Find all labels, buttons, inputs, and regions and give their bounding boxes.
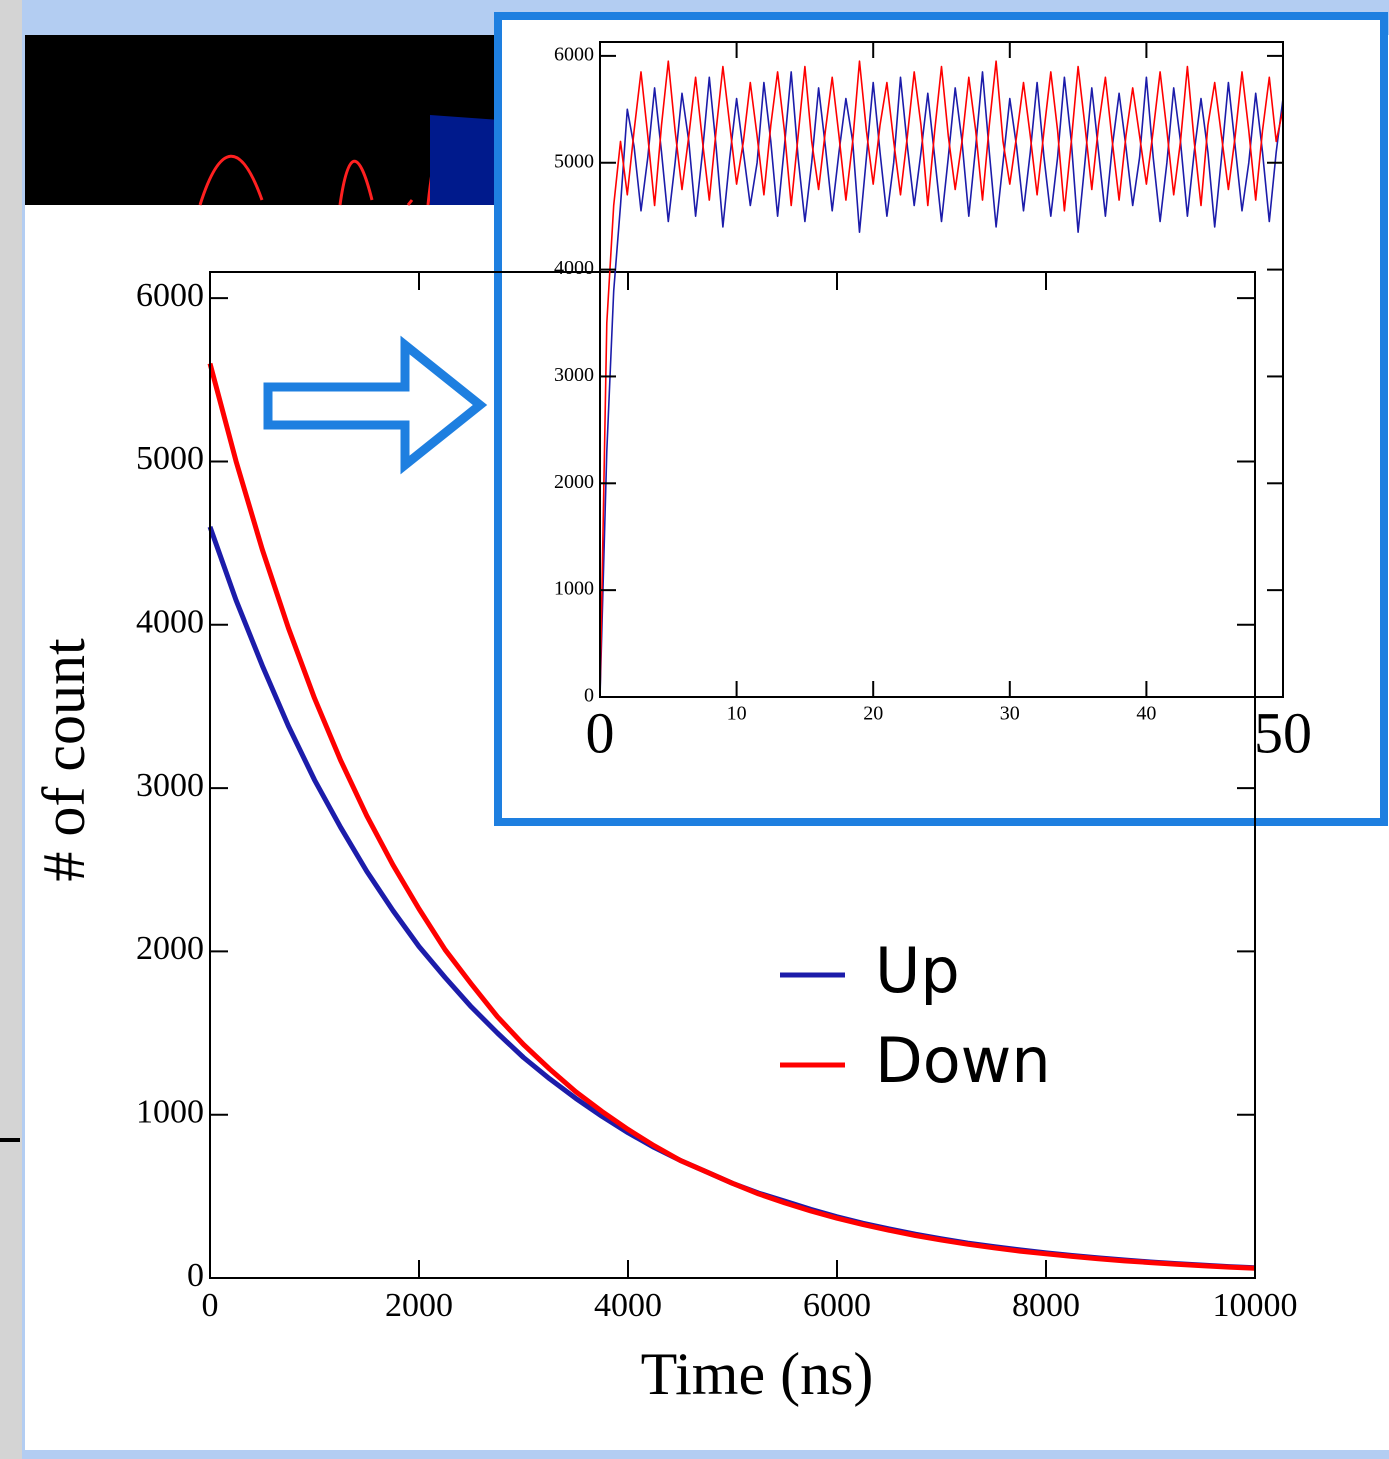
y-tick-label: 2000 (136, 930, 204, 967)
y-tick-label: 6000 (136, 277, 204, 314)
y-tick-label: 1000 (554, 578, 594, 600)
x-tick-label: 4000 (594, 1287, 662, 1324)
y-tick-label: 0 (187, 1257, 204, 1294)
x-tick-label: 50 (1254, 700, 1312, 765)
y-tick-label: 3000 (136, 767, 204, 804)
y-tick-label: 4000 (554, 257, 594, 279)
x-tick-label: 30 (1000, 703, 1020, 725)
y-tick-label: 5000 (554, 150, 594, 172)
plot-frame (209, 271, 1256, 1279)
x-tick-label: 10 (727, 703, 747, 725)
y-axis-title: # of count (31, 638, 97, 882)
y-tick-label: 5000 (136, 440, 204, 477)
y-tick-label: 6000 (554, 43, 594, 65)
x-tick-label: 8000 (1012, 1287, 1080, 1324)
zoom-arrow (263, 335, 488, 475)
y-tick-label: 2000 (554, 471, 594, 493)
legend-label: Down (875, 1024, 1051, 1097)
y-tick-label: 1000 (136, 1093, 204, 1130)
x-tick-label: 2000 (385, 1287, 453, 1324)
side-strip (0, 0, 22, 1459)
x-tick-label: 0 (202, 1287, 219, 1324)
x-tick-label: 10000 (1213, 1287, 1298, 1324)
x-tick-label: 6000 (803, 1287, 871, 1324)
banner (25, 35, 500, 205)
banner-arcs (198, 119, 492, 206)
x-axis-title: Time (ns) (641, 1341, 874, 1407)
plot-frame (599, 41, 1284, 698)
x-tick-label: 40 (1136, 703, 1156, 725)
legend-label: Up (875, 934, 960, 1007)
series-line (599, 71, 1284, 698)
series-line (599, 60, 1284, 698)
series-line (207, 362, 1256, 1271)
x-tick-label: 0 (586, 700, 615, 765)
x-tick-label: 20 (863, 703, 883, 725)
y-tick-label: 0 (584, 685, 594, 707)
y-tick-label: 3000 (554, 364, 594, 386)
y-tick-label: 4000 (136, 604, 204, 641)
banner-shape (430, 115, 500, 205)
